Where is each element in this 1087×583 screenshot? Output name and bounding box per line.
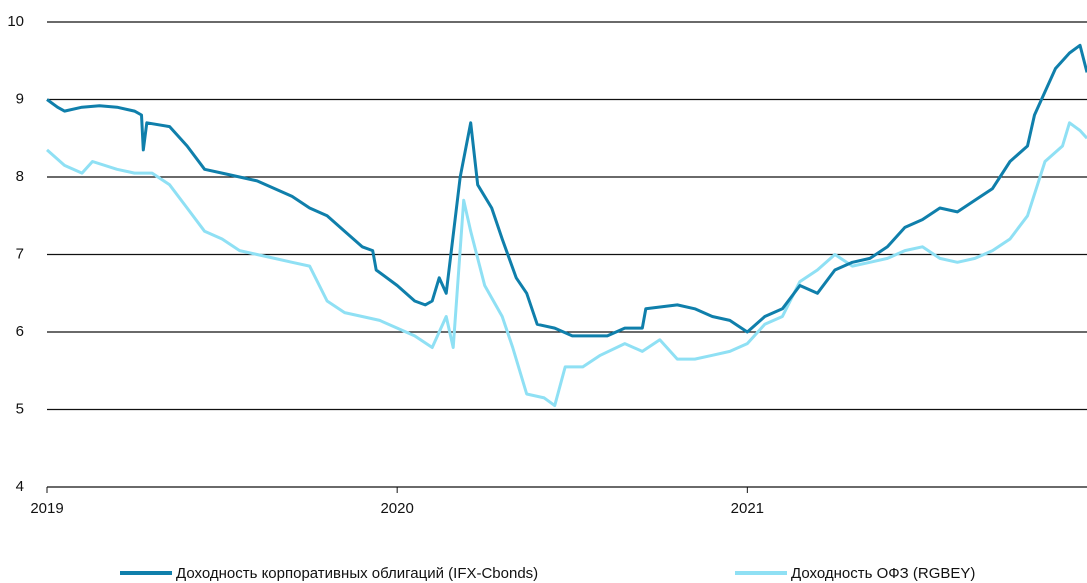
x-tick-label: 2019 — [30, 500, 63, 517]
x-tick-label: 2021 — [731, 500, 764, 517]
y-tick-label: 8 — [16, 168, 24, 185]
x-tick-label: 2020 — [380, 500, 413, 517]
line-series — [46, 121, 1087, 408]
legend-label: Доходность корпоративных облигаций (IFX-… — [176, 565, 538, 582]
y-tick-label: 6 — [16, 323, 24, 340]
y-tick-label: 5 — [16, 400, 24, 417]
line-series — [46, 43, 1087, 338]
y-tick-label: 7 — [16, 245, 24, 262]
y-tick-label: 4 — [16, 478, 24, 495]
legend-label: Доходность ОФЗ (RGBEY) — [791, 565, 975, 582]
y-tick-label: 10 — [7, 13, 24, 30]
y-tick-label: 9 — [16, 90, 24, 107]
